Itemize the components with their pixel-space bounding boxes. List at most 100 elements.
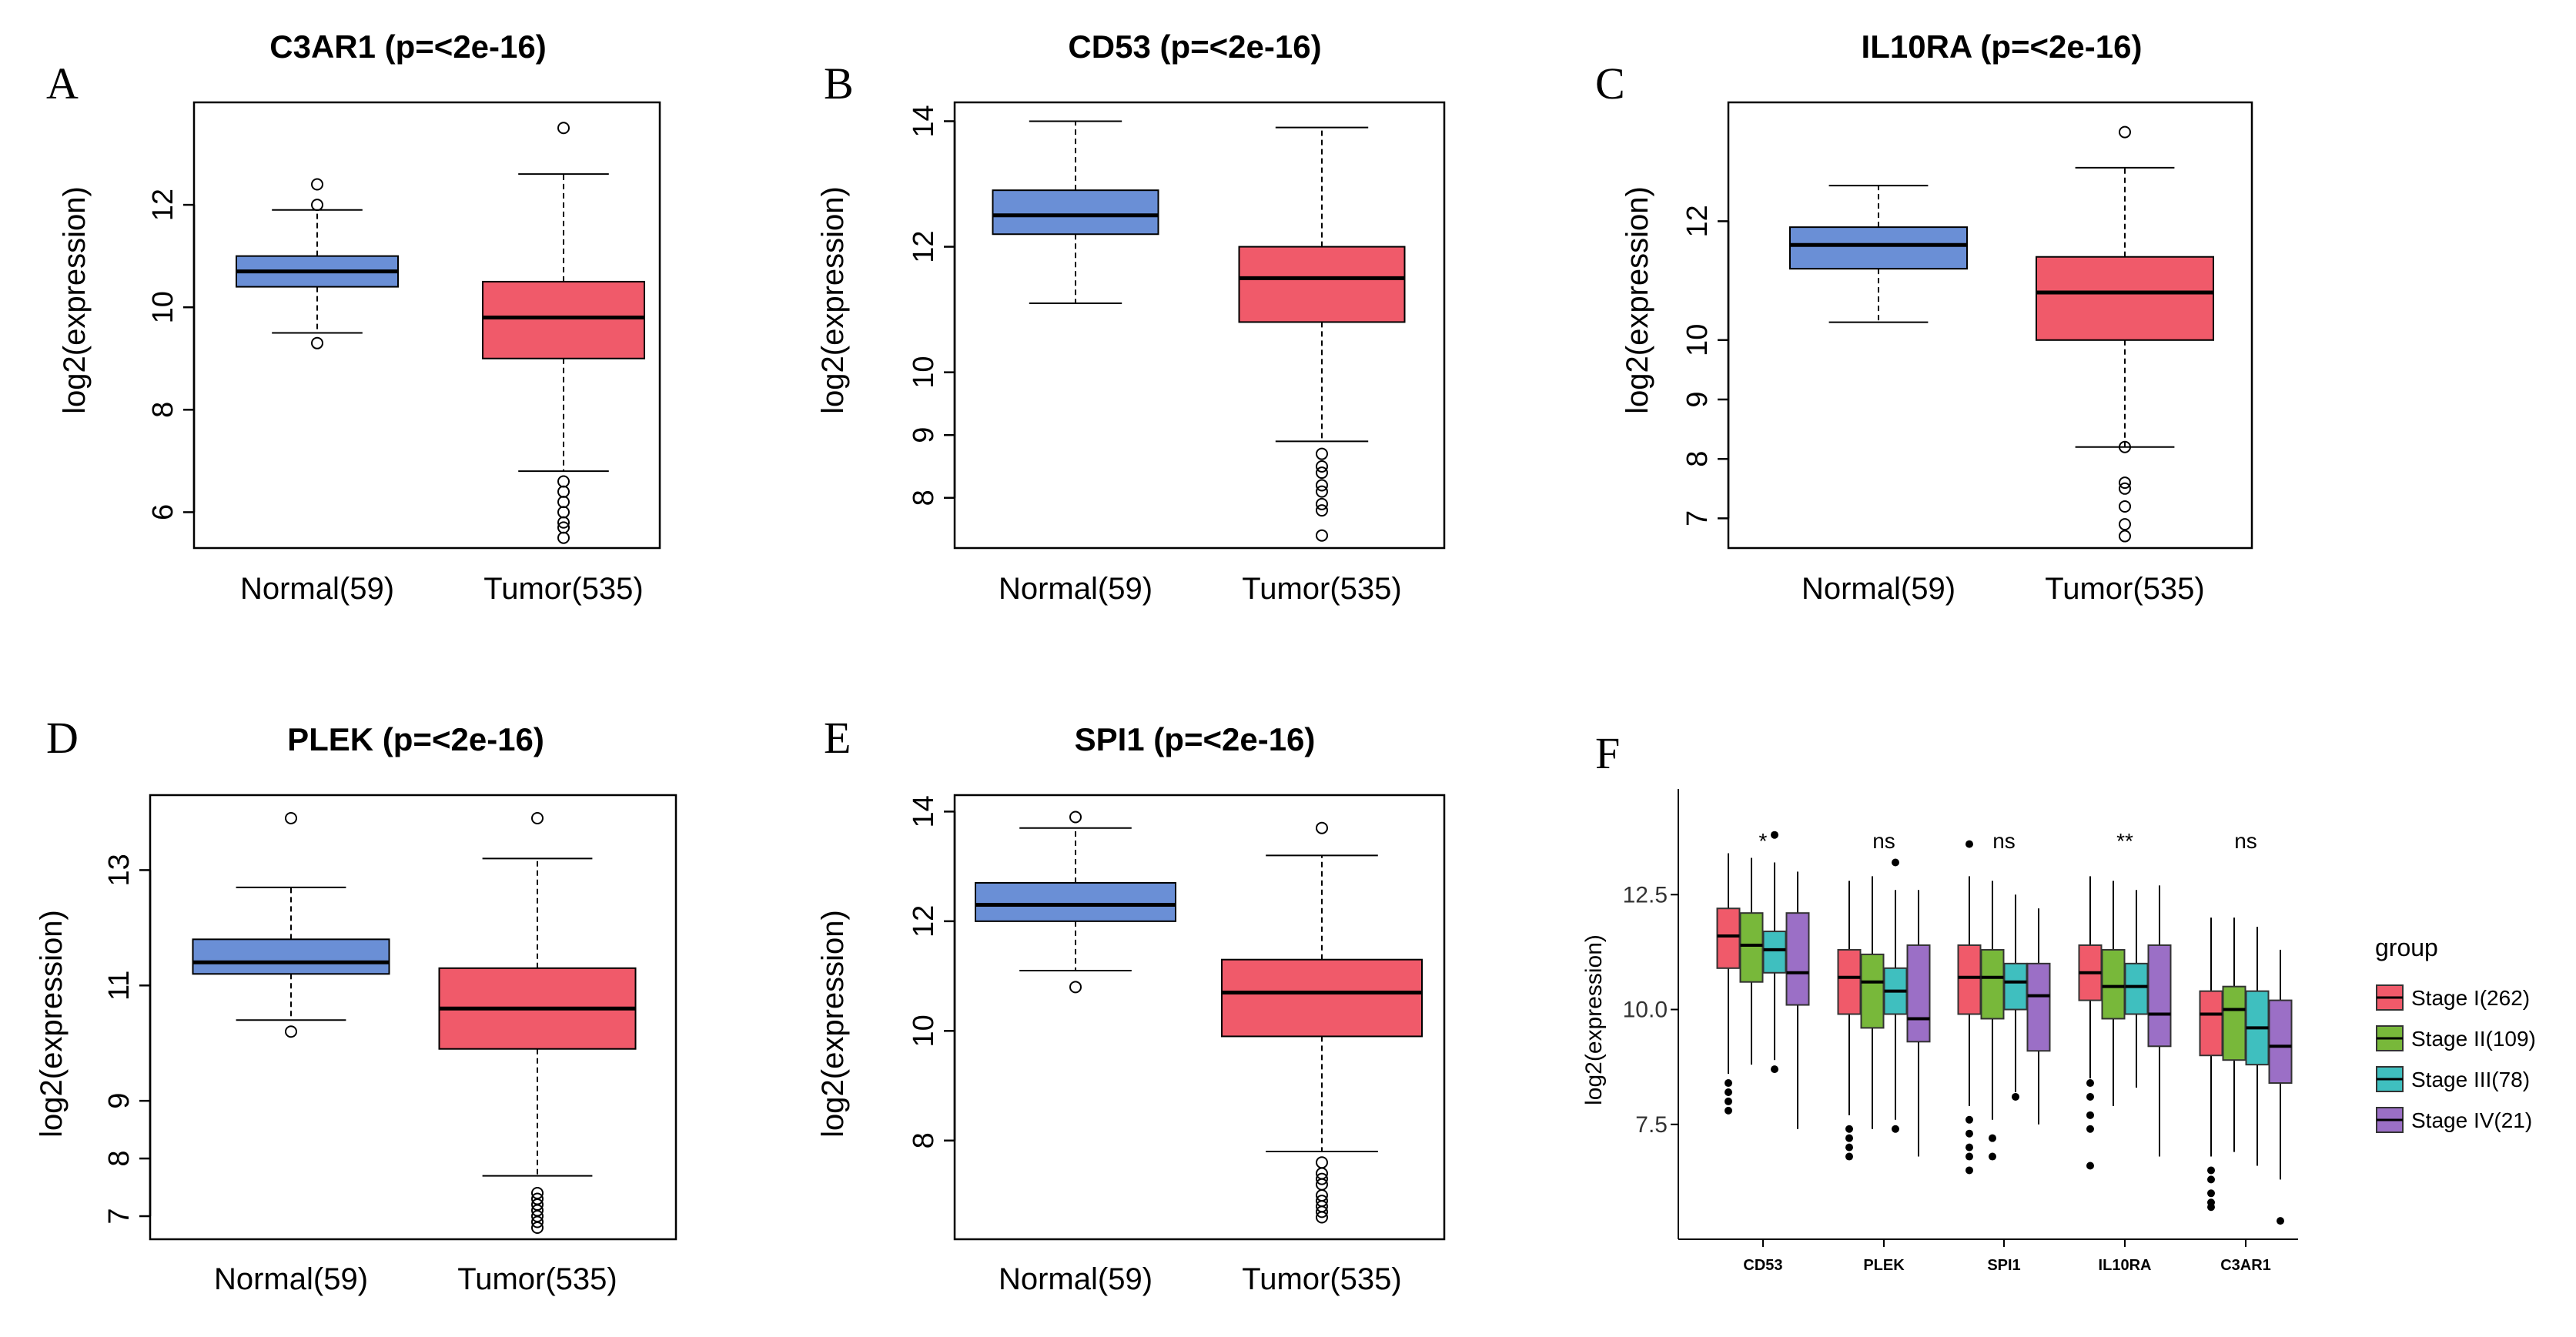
panel-c-outlier — [2119, 518, 2131, 531]
panel-e-box — [975, 881, 1176, 922]
panel-f-outlier — [2086, 1092, 2094, 1101]
panel-d-outlier — [531, 811, 544, 824]
panel-d-plot: 7 8 9 11 13 — [103, 794, 677, 1241]
panel-a-title: C3AR1 (p=<2e-16) — [269, 28, 546, 65]
panel-b-ytick-label: 14 — [908, 105, 940, 137]
panel-d-outlier — [285, 811, 297, 824]
panel-a-outlier — [557, 122, 570, 135]
panel-f-ytick-label: 10.0 — [1623, 998, 1668, 1023]
panel-f-outlier — [2086, 1111, 2094, 1119]
legend-item-stage-3: Stage III(78) — [2376, 1066, 2530, 1092]
legend-label-stage-2: Stage II(109) — [2411, 1027, 2536, 1051]
panel-b-outlier — [1316, 497, 1328, 510]
panel-e-box — [1221, 958, 1423, 1038]
panel-f-legend: group Stage I(262) Stage II(109) Stage I… — [2375, 934, 2536, 1133]
panel-f-outlier — [1892, 1125, 1899, 1133]
panel-letter-e: E — [824, 713, 851, 763]
panel-f-ytick-label: 12.5 — [1623, 882, 1668, 907]
legend-item-stage-2: Stage II(109) — [2376, 1025, 2536, 1051]
panel-a-outlier — [557, 475, 570, 488]
panel-f-xtick-label: PLEK — [1863, 1257, 1905, 1274]
panel-c-outlier — [2119, 440, 2131, 453]
panel-b-xtick-tumor: Tumor(535) — [1242, 572, 1401, 606]
panel-e-outlier — [1316, 821, 1328, 834]
panel-e-outlier — [1316, 1156, 1328, 1169]
panel-b-ytick-label: 9 — [908, 427, 940, 443]
panel-f-plot: 7.5 10.0 12.5 CD53 * PLEK ns SPI1 ns IL10RA ** C3AR… — [1623, 789, 2298, 1274]
panel-f-box — [1739, 912, 1764, 983]
panel-c: C IL10RA (p=<2e-16) log2(expression) Nor… — [1595, 28, 2253, 606]
panel-f-box — [2124, 962, 2149, 1015]
panel-f-outlier — [1845, 1134, 1853, 1142]
panel-c-box — [2036, 256, 2214, 341]
panel-c-ylabel: log2(expression) — [1621, 186, 1654, 414]
panel-b: B CD53 (p=<2e-16) log2(expression) Norma… — [816, 28, 1446, 606]
panel-a-box — [482, 280, 645, 359]
panel-e-ytick-label: 8 — [908, 1132, 940, 1148]
panel-f-outlier — [1892, 858, 1899, 867]
panel-f-xtick-label: CD53 — [1743, 1257, 1782, 1274]
panel-b-ylabel: log2(expression) — [816, 186, 850, 414]
panel-f-xtick-label: SPI1 — [1987, 1257, 2020, 1274]
panel-d-ytick-label: 7 — [103, 1208, 135, 1224]
panel-b-xtick-normal: Normal(59) — [999, 572, 1153, 606]
panel-b-plot: 8 9 10 12 14 — [908, 101, 1446, 550]
panel-f-outlier — [1965, 1143, 1973, 1151]
panel-f-outlier — [1845, 1152, 1853, 1161]
panel-c-title: IL10RA (p=<2e-16) — [1862, 28, 2143, 65]
panel-d-ytick-label: 11 — [103, 971, 135, 1001]
panel-f-xtick-label: IL10RA — [2099, 1257, 2152, 1274]
panel-b-ytick-label: 12 — [908, 230, 940, 262]
panel-b-outlier — [1316, 504, 1328, 517]
panel-f-box — [2147, 944, 2172, 1048]
panel-f-box — [2222, 985, 2246, 1061]
panel-e: E SPI1 (p=<2e-16) log2(expression) Norma… — [816, 713, 1446, 1296]
panel-d-box — [192, 938, 390, 975]
legend-label-stage-3: Stage III(78) — [2411, 1068, 2530, 1091]
panel-f-significance: ns — [1872, 829, 1895, 853]
panel-a-ytick-label: 6 — [147, 504, 179, 520]
panel-f-box — [2101, 948, 2126, 1020]
panel-a-outlier — [557, 516, 570, 529]
panel-a-ytick-label: 8 — [147, 402, 179, 418]
panel-b-box — [1238, 246, 1406, 323]
panel-letter-f: F — [1595, 728, 1620, 778]
panel-f-box — [1785, 912, 1810, 1006]
panel-d-title: PLEK (p=<2e-16) — [287, 721, 544, 757]
panel-f-outlier — [1965, 1152, 1973, 1161]
panel-f-outlier — [1725, 1097, 1732, 1105]
panel-a-outlier — [311, 336, 323, 349]
panel-c-xtick-tumor: Tumor(535) — [2045, 572, 2204, 606]
panel-c-outlier — [2119, 125, 2131, 139]
panel-f-box — [1980, 948, 2005, 1020]
panel-b-outlier — [1316, 460, 1328, 473]
panel-e-title: SPI1 (p=<2e-16) — [1075, 721, 1316, 757]
panel-b-title: CD53 (p=<2e-16) — [1068, 28, 1321, 65]
panel-d-outlier — [531, 1222, 544, 1235]
panel-f-outlier — [1725, 1106, 1732, 1115]
panel-b-frame — [953, 101, 1446, 550]
panel-f-xtick-label: C3AR1 — [2220, 1257, 2271, 1274]
panel-f-box — [1906, 944, 1931, 1043]
panel-letter-c: C — [1595, 58, 1625, 109]
panel-f-box — [1762, 931, 1787, 974]
panel-e-ytick-label: 14 — [908, 795, 940, 827]
legend-item-stage-1: Stage I(262) — [2376, 984, 2530, 1011]
panel-f-box — [1957, 944, 1982, 1015]
panel-b-outlier — [1316, 479, 1328, 492]
panel-f-outlier — [1965, 1166, 1973, 1175]
panel-f-significance: * — [1759, 829, 1768, 853]
panel-f-box — [2026, 962, 2051, 1052]
panel-e-outlier — [1069, 811, 1082, 824]
panel-f-outlier — [1771, 831, 1778, 839]
panel-f-outlier — [1965, 1129, 1973, 1138]
panel-e-outlier — [1316, 1211, 1328, 1224]
panel-d-outlier — [531, 1215, 544, 1228]
panel-c-outlier — [2119, 476, 2131, 490]
panel-f-outlier — [1845, 1143, 1853, 1151]
panel-f-significance: ** — [2116, 829, 2133, 853]
panel-e-ytick-label: 10 — [908, 1014, 940, 1047]
panel-f-outlier — [2086, 1162, 2094, 1170]
panel-f-outlier — [1965, 840, 1973, 848]
